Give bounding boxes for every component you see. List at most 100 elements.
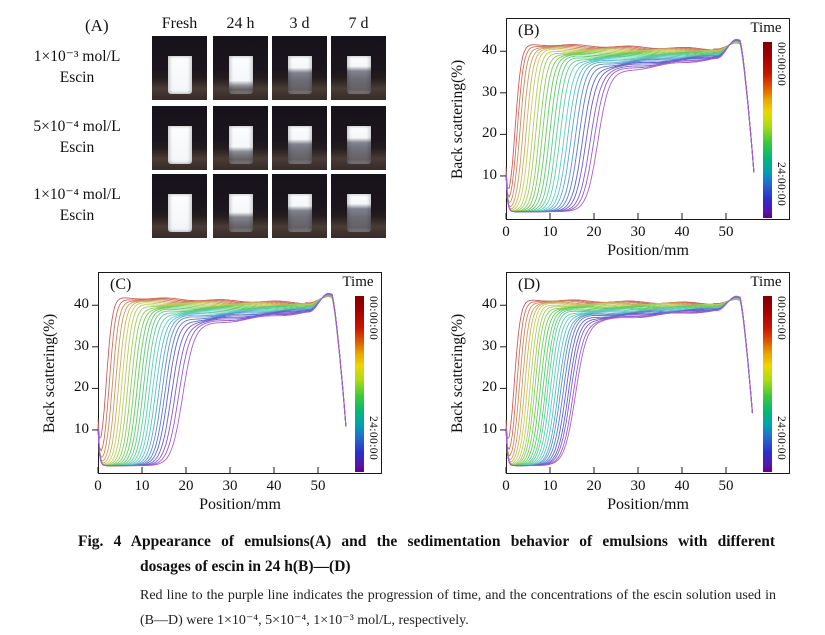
vial-body [287, 56, 312, 94]
y-tick-label: 30 [482, 83, 497, 100]
figure-number: Fig. 4 [78, 533, 122, 550]
time-curve [505, 298, 753, 463]
x-tick-label: 30 [630, 478, 646, 494]
time-curve [505, 298, 753, 457]
caption-title-line2: dosages of escin in 24 h(B)—(D) [140, 558, 351, 575]
vial-body [346, 194, 371, 232]
time-curve [505, 296, 753, 467]
x-tick-label: 10 [134, 478, 150, 494]
x-tick-label: 20 [586, 224, 602, 240]
vial [167, 56, 192, 94]
column-header: 7 d [348, 15, 369, 32]
row-label-name: Escin [59, 69, 95, 86]
time-colorbar [355, 296, 364, 472]
time-curve [505, 296, 753, 467]
time-colorbar [763, 296, 772, 472]
vial-body [228, 194, 253, 232]
axes-frame [98, 272, 382, 474]
plot-panel-c: Back scattering(%) (C) Time 00:00:00 24:00:0… [38, 262, 390, 524]
colorbar-end-time: 24:00:00 [775, 416, 787, 461]
time-curve [505, 298, 753, 461]
plot-area: (D) Time 00:00:00 24:00:00 [500, 272, 790, 474]
vial [346, 194, 371, 232]
x-tick-label: 20 [178, 478, 194, 494]
panel-letter: (D) [518, 276, 541, 293]
curves-canvas [500, 18, 790, 220]
row-label-concentration: 5×10⁻⁴ mol/L [33, 118, 121, 135]
vial-body [228, 56, 253, 94]
y-tick-label: 30 [482, 337, 497, 354]
x-tick-label: 40 [266, 478, 282, 494]
time-curve [505, 295, 753, 467]
time-curve [97, 293, 347, 467]
x-axis-label: Position/mm [199, 496, 281, 513]
caption-note: Red line to the purple line indicates th… [140, 588, 776, 628]
axes-frame [506, 272, 790, 474]
curves-canvas [92, 272, 382, 474]
time-curve [97, 292, 347, 467]
x-tick-label: 20 [586, 478, 602, 494]
colorbar-end-time: 24:00:00 [367, 416, 379, 461]
vial-photo [331, 174, 386, 238]
vial-body [287, 126, 312, 164]
vial-body [287, 194, 312, 232]
x-tick-label: 10 [542, 478, 558, 494]
y-tick-label: 20 [74, 379, 89, 396]
figure-caption: Fig. 4 Appearance of emulsions(A) and th… [78, 530, 776, 633]
time-curve [97, 293, 347, 467]
vial-body [346, 56, 371, 94]
x-tick-label: 40 [674, 478, 690, 494]
vial [287, 56, 312, 94]
time-colorbar [763, 42, 772, 218]
time-curve [505, 39, 755, 213]
vial [228, 56, 253, 94]
vial-photo [152, 174, 207, 238]
vial [346, 126, 371, 164]
vial-photo [331, 106, 386, 170]
time-curve [505, 299, 753, 440]
panel-letter: (C) [110, 276, 132, 293]
vial-photo [213, 106, 268, 170]
vial-body [228, 126, 253, 164]
column-header: Fresh [161, 15, 198, 32]
column-header: 24 h [226, 15, 255, 32]
x-tick-label: 50 [718, 478, 734, 494]
row-label-concentration: 1×10⁻⁴ mol/L [33, 186, 121, 203]
x-tick-label: 0 [502, 224, 510, 240]
vial [228, 126, 253, 164]
vial [167, 194, 192, 232]
colorbar-start-time: 00:00:00 [367, 296, 379, 341]
vial-photo [331, 36, 386, 100]
x-tick-label: 0 [502, 478, 510, 494]
y-axis-label: Back scattering(%) [449, 59, 466, 179]
plot-panel-b: Back scattering(%) (B) Time 00:00:00 24:00:0… [446, 8, 798, 270]
row-label-concentration: 1×10⁻³ mol/L [33, 48, 121, 65]
colorbar-start-time: 00:00:00 [775, 42, 787, 87]
vial [167, 126, 192, 164]
y-axis-label: Back scattering(%) [41, 313, 58, 433]
y-tick-label: 40 [482, 296, 497, 313]
x-tick-label: 10 [542, 224, 558, 240]
x-tick-label: 30 [630, 224, 646, 240]
plot-area: (B) Time 00:00:00 24:00:00 [500, 18, 790, 220]
vial-photo [272, 106, 327, 170]
vial [346, 56, 371, 94]
y-tick-label: 20 [482, 379, 497, 396]
vial-photo [213, 36, 268, 100]
x-tick-label: 30 [222, 478, 238, 494]
x-tick-label: 40 [674, 224, 690, 240]
y-tick-label: 30 [74, 337, 89, 354]
panel-a-letter: (A) [85, 16, 109, 35]
colorbar-title: Time [342, 274, 374, 290]
vial [287, 194, 312, 232]
colorbar-title: Time [750, 274, 782, 290]
x-tick-label: 50 [718, 224, 734, 240]
time-curve [505, 41, 755, 212]
plot-area: (C) Time 00:00:00 24:00:00 [92, 272, 382, 474]
row-label: 1×10⁻⁴ mol/L Escin [8, 184, 146, 226]
time-curve [505, 298, 753, 464]
vial-photo [152, 36, 207, 100]
time-curve [505, 38, 755, 213]
y-tick-label: 40 [74, 296, 89, 313]
